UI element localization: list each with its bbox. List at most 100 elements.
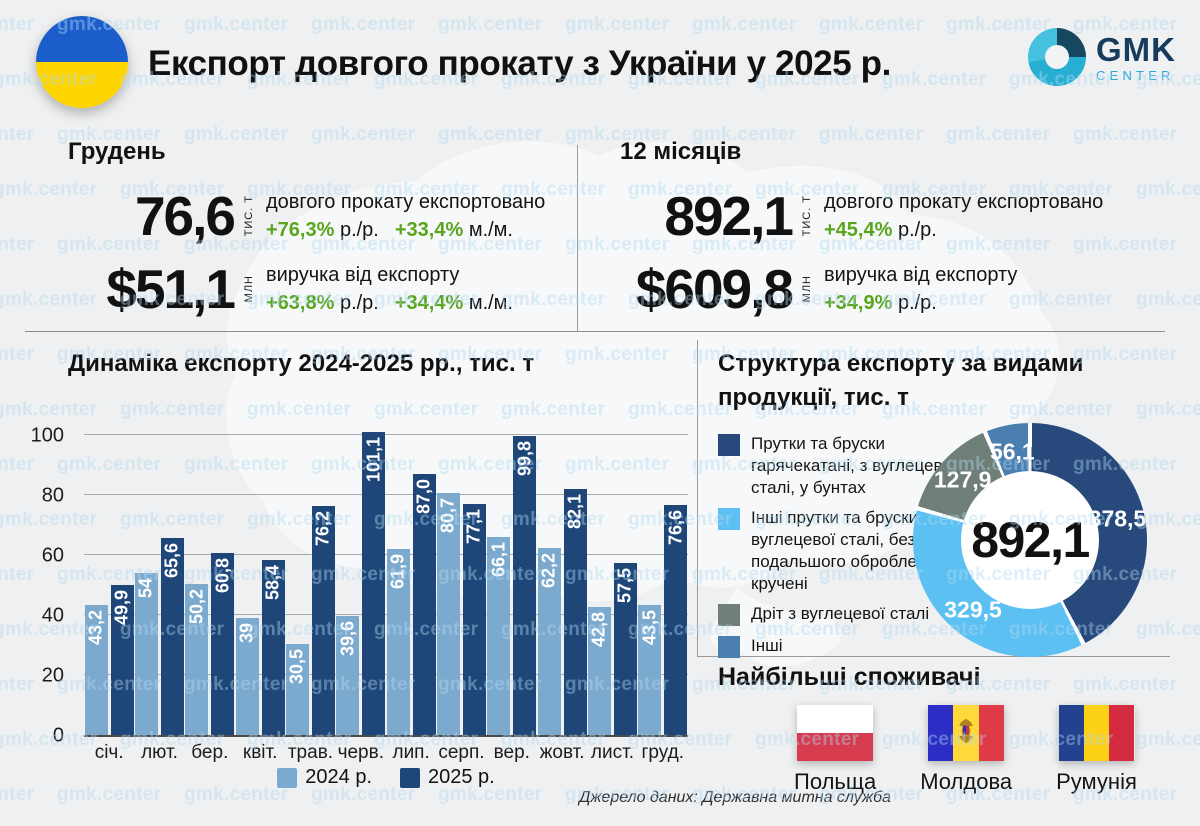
consumers-divider (698, 656, 1170, 657)
bar-chart-title: Динаміка експорту 2024-2025 рр., тис. т (68, 350, 535, 377)
main-horizontal-divider (25, 331, 1165, 332)
stat-unit-label: тис. т (243, 195, 255, 237)
donut-legend-label: Інші прутки та бруски з вуглецевої сталі… (751, 508, 950, 593)
flag-stripe (797, 733, 874, 761)
bar-value-label: 54 (135, 578, 156, 599)
donut-chart-title: Структура експорту за видами продукції, … (718, 350, 1084, 411)
watermark-text: gmk.center (1136, 289, 1200, 310)
gridline (84, 614, 688, 615)
legend-item: 2025 р. (400, 766, 495, 789)
stats-vertical-divider (577, 145, 578, 331)
watermark-text: gmk.center (438, 14, 543, 35)
stat-desc-text: виручка від експорту (266, 264, 460, 286)
bar-value-label: 43,2 (85, 610, 106, 646)
donut-legend-label: Прутки та бруски гарячекатані, з вуглеце… (751, 434, 957, 497)
bar-group-лист.: 42,8 57,5 (587, 562, 637, 735)
stat-delta-line: +45,4% р./р. (824, 216, 1103, 244)
delta-percent: +76,3% (266, 219, 335, 241)
watermark-text: gmk.center (1136, 729, 1200, 750)
stat-value: $51,1 (106, 258, 236, 320)
bar-2024р.-трав.: 30,5 (285, 643, 309, 735)
donut-legend-label: Дріт з вуглецевої сталі (751, 604, 930, 624)
bar-value-label: 39,6 (337, 621, 358, 657)
legend-swatch (400, 767, 420, 788)
stat-delta-line: +34,9% р./р. (824, 289, 1017, 317)
moldova-emblem-icon (956, 717, 976, 749)
stat-unit-label: млн (243, 275, 255, 303)
donut-legend-item: Інші (718, 635, 974, 659)
stat-row: $51,1 млн виручка від експорту +63,8% р./р.… (62, 257, 572, 321)
watermark-text: gmk.center (0, 399, 98, 420)
stat-desc-text: довгого прокату експортовано (266, 191, 546, 213)
bar-2025р.-лют.: 65,6 (160, 538, 184, 735)
stat-description: виручка від експорту +34,9% р./р. (824, 261, 1017, 317)
x-axis-label: січ. (94, 742, 124, 763)
donut-legend-swatch (718, 434, 740, 456)
donut-legend-swatch (718, 604, 740, 627)
stat-delta-line: +63,8% р./р. +34,4% м./м. (266, 289, 513, 317)
bar-value-label: 50,2 (186, 589, 207, 625)
bar-group-черв.: 39,6 101,1 (336, 431, 386, 735)
bar-group-жовт.: 62,2 82,1 (537, 488, 587, 735)
twelve-months-stats: 892,1 тис. т довгого прокату експортовано +… (590, 184, 1135, 321)
bar-value-label: 66,1 (488, 541, 509, 577)
bar-group-бер.: 50,2 60,8 (185, 552, 235, 735)
bar-2025р.-вер.: 99,8 (513, 435, 537, 735)
donut-slice-label: 127,9 (933, 466, 992, 493)
legend-label: 2024 р. (305, 766, 372, 788)
bar-value-label: 82,1 (564, 493, 585, 529)
stat-desc-text: довгого прокату експортовано (824, 191, 1104, 213)
bar-group-січ.: 43,2 49,9 (84, 585, 134, 735)
legend-swatch (277, 767, 298, 788)
watermark-text: gmk.center (0, 454, 35, 475)
bar-value-label: 43,5 (639, 609, 660, 645)
consumer-name: Польща (794, 769, 877, 794)
donut-hole: 892,1 (961, 471, 1099, 609)
watermark-text: gmk.center (565, 14, 670, 35)
flag-stripe (1083, 705, 1110, 761)
y-axis-tick-label: 100 (30, 424, 64, 447)
delta: +34,4% м./м. (394, 292, 513, 314)
watermark-text: gmk.center (692, 14, 797, 35)
bar-2024р.-січ.: 43,2 (84, 605, 108, 735)
watermark-text: gmk.center (0, 784, 35, 805)
gridline (84, 554, 688, 555)
delta-percent: +45,4% (824, 219, 893, 241)
donut-legend-swatch (718, 636, 740, 659)
x-axis-label: серп. (438, 742, 485, 763)
charts-vertical-divider (697, 340, 698, 657)
bar-value-label: 76,2 (312, 511, 333, 547)
watermark-text: gmk.center (311, 14, 416, 35)
consumer-romania: Румунія (1056, 705, 1137, 795)
y-axis-tick-label: 20 (41, 664, 64, 687)
bar-2025р.-січ.: 49,9 (110, 585, 134, 735)
x-axis-label: лют. (141, 742, 178, 763)
bar-value-label: 49,9 (111, 590, 132, 626)
bar-2025р.-бер.: 60,8 (211, 552, 235, 735)
watermark-text: gmk.center (0, 344, 35, 365)
bar-value-label: 61,9 (387, 554, 408, 590)
donut-slice-label: 56,1 (989, 438, 1035, 465)
watermark-text: gmk.center (0, 124, 35, 145)
stat-delta-line: +76,3% р./р. +33,4% м./м. (266, 216, 545, 244)
stat-row: 76,6 тис. т довгого прокату експортовано +7… (62, 184, 572, 248)
consumer-moldova: Молдова (920, 705, 1012, 795)
watermark-text: gmk.center (184, 14, 289, 35)
bar-2024р.-бер.: 50,2 (185, 584, 209, 735)
bar-group-груд.: 43,5 76,6 (638, 505, 688, 735)
bar-value-label: 30,5 (286, 648, 307, 684)
bar-group-лют.: 54 65,6 (134, 538, 184, 735)
flag-stripe (978, 705, 1005, 761)
delta: +33,4% м./м. (394, 219, 513, 241)
bar-groups: 43,2 49,9 54 65,6 50,2 60,8 39 58,4 30,5 76,2 39,6… (84, 425, 688, 735)
consumer-name: Румунія (1056, 769, 1137, 794)
delta-percent: +63,8% (266, 292, 335, 314)
bar-value-label: 58,4 (262, 564, 283, 600)
x-axis-label: бер. (191, 742, 229, 763)
donut-legend-item: Інші прутки та бруски з вуглецевої сталі… (718, 507, 974, 594)
ukraine-flag-icon (36, 16, 128, 108)
consumers-heading: Найбільші споживачі (718, 663, 981, 691)
y-axis-tick-label: 0 (52, 724, 64, 747)
stat-description: довгого прокату експортовано +45,4% р./р. (824, 188, 1103, 244)
